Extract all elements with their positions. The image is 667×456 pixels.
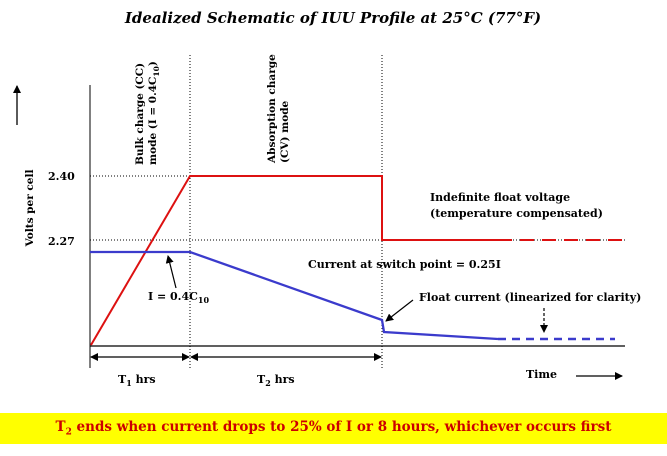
y-tick-240: 2.40 bbox=[48, 170, 75, 183]
bulk-phase-line1: Bulk charge (CC) bbox=[134, 63, 146, 165]
bulk-phase-line2: mode (I = 0.4C bbox=[147, 77, 159, 165]
bulk-current-pointer bbox=[165, 255, 177, 289]
absorption-phase-line2: (CV) mode bbox=[279, 100, 291, 163]
footer-text: T2 ends when current drops to 25% of I o… bbox=[56, 419, 612, 438]
voltage-curve bbox=[90, 175, 498, 346]
y-tick-227: 2.27 bbox=[48, 235, 75, 248]
t2-label: T bbox=[257, 373, 266, 386]
footer-message: ends when current drops to 25% of I or 8… bbox=[71, 419, 612, 436]
t2-suffix: hrs bbox=[271, 373, 295, 386]
bulk-phase-sub: 10 bbox=[152, 66, 161, 76]
t1-label: T bbox=[118, 373, 127, 386]
footer-banner: T2 ends when current drops to 25% of I o… bbox=[0, 413, 667, 444]
absorption-phase-line1: Absorption charge bbox=[266, 54, 278, 164]
t2-sub: 2 bbox=[265, 378, 271, 388]
switch-point-label: Current at switch point = 0.25I bbox=[308, 258, 501, 271]
float-voltage-label-1: Indefinite float voltage bbox=[430, 191, 570, 204]
diagram-title: Idealized Schematic of IUU Profile at 25… bbox=[124, 9, 541, 27]
float-current-label: Float current (linearized for clarity) bbox=[419, 291, 641, 304]
footer-sub: 2 bbox=[65, 427, 72, 438]
float-current-pointer bbox=[385, 299, 414, 322]
y-axis-label: Volts per cell bbox=[24, 170, 36, 248]
svg-text:T2 hrs: T2 hrs bbox=[257, 373, 295, 388]
bulk-phase-label: Bulk charge (CC) mode (I = 0.4C10) bbox=[134, 61, 161, 165]
t1-suffix: hrs bbox=[132, 373, 156, 386]
svg-text:I = 0.4C10: I = 0.4C10 bbox=[148, 290, 209, 305]
bulk-current-label: I = 0.4C bbox=[148, 290, 198, 303]
svg-text:T1 hrs: T1 hrs bbox=[118, 373, 156, 388]
svg-text:mode (I = 0.4C10): mode (I = 0.4C10) bbox=[147, 61, 161, 165]
float-voltage-label-2: (temperature compensated) bbox=[430, 207, 603, 220]
current-curve bbox=[90, 250, 499, 341]
bulk-current-sub: 10 bbox=[198, 295, 210, 305]
bulk-phase-suffix: ) bbox=[147, 61, 159, 66]
footer-t: T bbox=[55, 419, 66, 436]
x-axis-label: Time bbox=[526, 368, 557, 381]
absorption-phase-label: Absorption charge (CV) mode bbox=[266, 54, 291, 164]
t1-sub: 1 bbox=[126, 378, 132, 388]
